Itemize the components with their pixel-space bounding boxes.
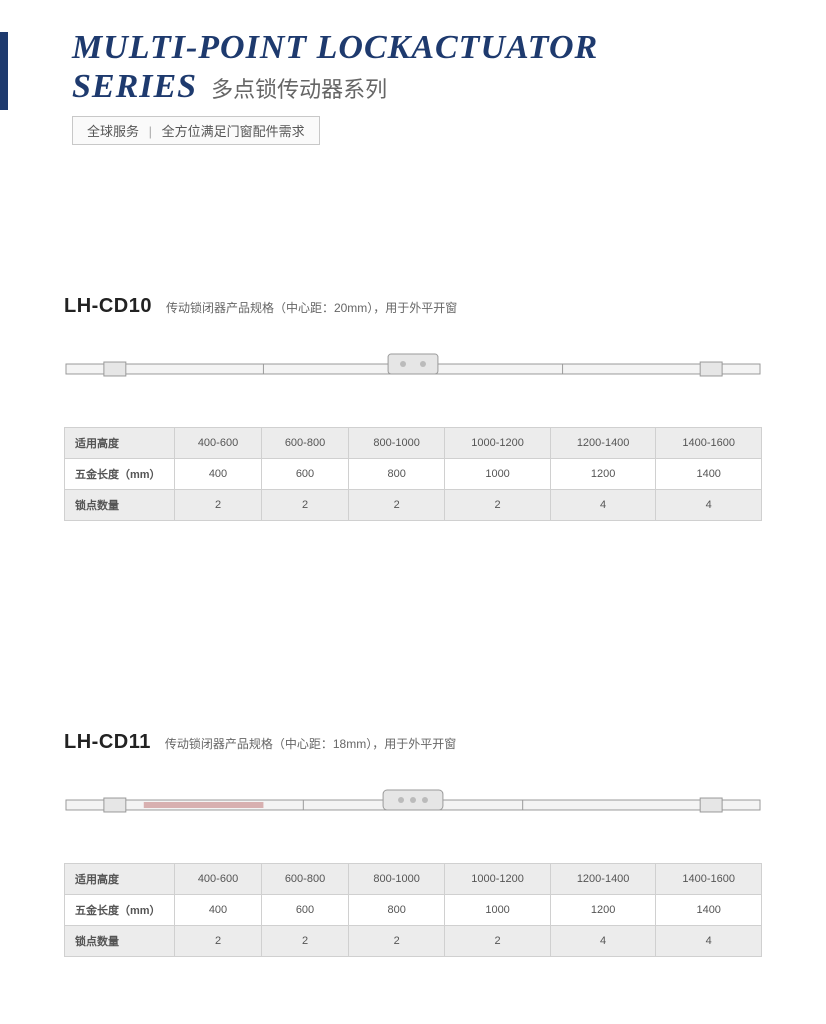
table-row-height: 适用高度 400-600 600-800 800-1000 1000-1200 … [65, 864, 762, 895]
product-code: LH-CD10 [64, 295, 152, 318]
product-lh-cd10: LH-CD10 传动锁闭器产品规格（中心距：20mm），用于外平开窗 适用高度 … [0, 295, 826, 521]
row-label: 五金长度（mm） [65, 459, 175, 490]
table-cell: 1200 [550, 895, 656, 926]
table-cell: 2 [262, 490, 349, 521]
spec-table: 适用高度 400-600 600-800 800-1000 1000-1200 … [64, 427, 762, 521]
table-cell: 2 [349, 926, 445, 957]
table-cell: 1400 [656, 895, 762, 926]
table-cell: 1200-1400 [550, 864, 656, 895]
table-cell: 1000-1200 [445, 864, 551, 895]
row-label: 适用高度 [65, 864, 175, 895]
table-cell: 800 [349, 895, 445, 926]
table-row-length: 五金长度（mm） 400 600 800 1000 1200 1400 [65, 895, 762, 926]
product-description: 传动锁闭器产品规格（中心距：20mm），用于外平开窗 [166, 299, 457, 316]
title-english-line1: MULTI-POINT LOCKACTUATOR [72, 28, 826, 67]
table-cell: 400-600 [175, 428, 262, 459]
table-row-length: 五金长度（mm） 400 600 800 1000 1200 1400 [65, 459, 762, 490]
accent-bar [0, 32, 8, 110]
table-cell: 800 [349, 459, 445, 490]
product-lh-cd11: LH-CD11 传动锁闭器产品规格（中心距：18mm），用于外平开窗 适用高度 … [0, 731, 826, 957]
product-diagram [64, 346, 762, 390]
table-cell: 600 [262, 895, 349, 926]
table-cell: 4 [550, 490, 656, 521]
title-english-line2: SERIES [72, 67, 197, 106]
table-cell: 2 [445, 926, 551, 957]
spec-table: 适用高度 400-600 600-800 800-1000 1000-1200 … [64, 863, 762, 957]
subtitle-separator: | [149, 124, 152, 139]
subtitle-right: 全方位满足门窗配件需求 [162, 124, 305, 139]
row-label: 锁点数量 [65, 926, 175, 957]
table-cell: 2 [349, 490, 445, 521]
product-heading: LH-CD11 传动锁闭器产品规格（中心距：18mm），用于外平开窗 [64, 731, 762, 754]
table-cell: 1400 [656, 459, 762, 490]
table-cell: 1000-1200 [445, 428, 551, 459]
table-cell: 2 [175, 490, 262, 521]
title-chinese: 多点锁传动器系列 [211, 72, 387, 104]
product-code: LH-CD11 [64, 731, 151, 754]
row-label: 五金长度（mm） [65, 895, 175, 926]
product-diagram [64, 782, 762, 826]
table-cell: 1400-1600 [656, 428, 762, 459]
title-row-2: SERIES 多点锁传动器系列 [72, 67, 826, 106]
table-cell: 400 [175, 459, 262, 490]
table-cell: 600-800 [262, 428, 349, 459]
product-description: 传动锁闭器产品规格（中心距：18mm），用于外平开窗 [165, 735, 456, 752]
table-cell: 1200-1400 [550, 428, 656, 459]
row-label: 适用高度 [65, 428, 175, 459]
table-cell: 600 [262, 459, 349, 490]
table-row-locks: 锁点数量 2 2 2 2 4 4 [65, 926, 762, 957]
table-row-locks: 锁点数量 2 2 2 2 4 4 [65, 490, 762, 521]
subtitle-box: 全球服务 | 全方位满足门窗配件需求 [72, 116, 320, 145]
product-heading: LH-CD10 传动锁闭器产品规格（中心距：20mm），用于外平开窗 [64, 295, 762, 318]
table-cell: 2 [175, 926, 262, 957]
table-cell: 1200 [550, 459, 656, 490]
page-header: MULTI-POINT LOCKACTUATOR SERIES 多点锁传动器系列… [0, 0, 826, 145]
table-cell: 4 [656, 490, 762, 521]
table-cell: 4 [550, 926, 656, 957]
table-cell: 400 [175, 895, 262, 926]
table-cell: 400-600 [175, 864, 262, 895]
row-label: 锁点数量 [65, 490, 175, 521]
subtitle-left: 全球服务 [87, 124, 139, 139]
table-cell: 1000 [445, 459, 551, 490]
table-cell: 600-800 [262, 864, 349, 895]
table-cell: 1400-1600 [656, 864, 762, 895]
table-cell: 4 [656, 926, 762, 957]
table-cell: 2 [262, 926, 349, 957]
table-cell: 1000 [445, 895, 551, 926]
table-cell: 800-1000 [349, 428, 445, 459]
table-row-height: 适用高度 400-600 600-800 800-1000 1000-1200 … [65, 428, 762, 459]
table-cell: 2 [445, 490, 551, 521]
table-cell: 800-1000 [349, 864, 445, 895]
